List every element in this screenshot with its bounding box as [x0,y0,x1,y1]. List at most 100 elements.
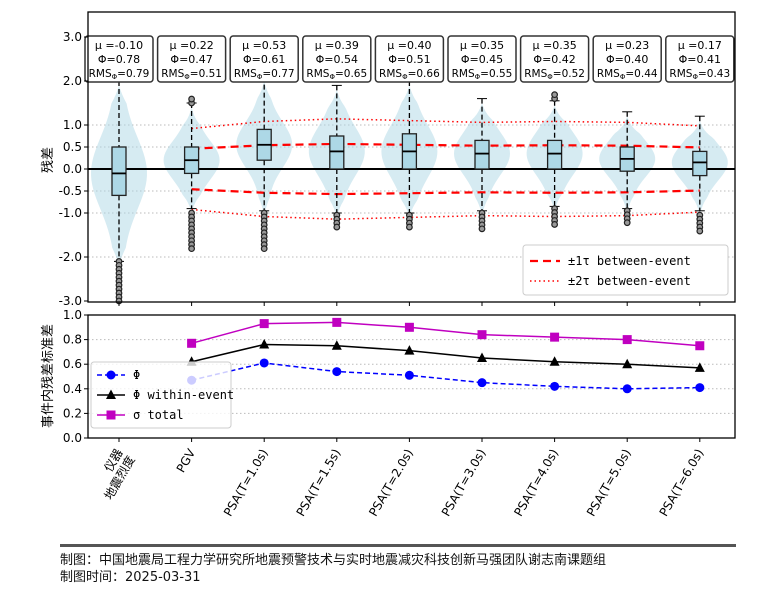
boxplot [474,98,490,233]
data-point [331,340,342,350]
data-point [549,356,560,366]
box [329,135,345,170]
stats-annotation: μ =0.53Φ=0.61 RMSΦ=0.77 [229,35,299,83]
y-tick-label: -0.5 [59,184,82,198]
annotation-box [374,35,445,83]
legend-label: Φ [133,368,140,382]
y-tick-label: 1.0 [63,308,82,322]
data-point [477,330,487,340]
y-tick-label: 0.0 [63,431,82,445]
annotation-phi: Φ=0.51 [388,53,430,66]
chart: μ =-0.10Φ=0.78 RMSΦ=0.79 μ =0.22Φ=0.47 RMSΦ… [40,11,736,519]
annotation-box [229,35,299,83]
x-tick-label: PSA(T=6.0s) [657,447,707,519]
footer-credit: 制图：中国地震局工程力学研究所地震预警技术与实时地震减灾科技创新马强团队谢志南课… [60,553,607,568]
annotation-rms: RMSΦ=0.66 [379,68,440,81]
legend-label: ±2τ between-event [568,274,691,288]
y-tick-label: 0.8 [63,333,82,347]
y-tick-label: 1.0 [63,118,82,132]
y-tick-label: 0.0 [63,162,82,176]
outlier [623,219,631,227]
annotation-phi: Φ=0.41 [679,53,721,66]
y-tick-label: 0.4 [63,382,82,396]
y-tick-label: 0.6 [63,357,82,371]
x-tick-label: PSA(T=5.0s) [584,447,634,519]
data-point [332,317,342,327]
annotation-box [156,35,227,83]
series-line [191,343,700,369]
stats-annotation: μ =0.22Φ=0.47 RMSΦ=0.51 [156,35,227,83]
tau-minus-2-line [191,208,700,220]
annotation-box [665,35,735,83]
series-line [191,362,700,390]
data-point [259,339,270,349]
x-tick-label: 仪器地震烈度 [89,447,137,503]
y-tick-label: -1.0 [59,206,82,220]
y-tick-label: 0.2 [63,406,82,420]
legend-frame [522,244,729,296]
y-axis-label: 事件内残差标准差 [40,324,56,428]
annotation-rms: RMSΦ=0.51 [161,68,222,81]
box [692,150,708,177]
boxplot [546,91,563,228]
boxplot [619,111,635,227]
stats-annotation: μ =-0.10Φ=0.78 RMSΦ=0.79 [84,35,154,83]
annotation-box [519,35,590,83]
annotation-phi: Φ=0.45 [461,53,503,66]
box [111,146,127,197]
x-tick-label: PSA(T=2.0s) [366,447,416,519]
boxplot [183,95,200,253]
y-tick-label: 0.5 [63,140,82,154]
data-point [622,358,633,369]
annotation-phi: Φ=0.78 [98,53,140,66]
outlier [188,95,196,103]
annotation-mu: μ =0.22 [169,39,213,52]
y-tick-label: -2.0 [59,250,82,264]
data-point [694,362,705,372]
annotation-rms: RMSΦ=0.55 [452,68,513,81]
series-line [191,321,700,347]
outlier [551,221,558,228]
annotation-box [84,35,154,83]
tau-minus-1-line [191,188,700,196]
outlier [188,245,196,253]
data-point [622,335,632,345]
stats-annotation: μ =0.35Φ=0.45 RMSΦ=0.55 [447,35,517,83]
annotation-phi: Φ=0.47 [170,53,212,66]
annotation-mu: μ =0.17 [678,39,722,52]
box [474,139,490,170]
data-point [477,378,487,388]
data-point [332,367,342,377]
annotation-phi: Φ=0.61 [243,53,285,66]
tau-plus-2-line [191,118,700,130]
annotation-mu: μ =0.35 [532,39,576,52]
legend-label: Φ within-event [133,388,234,402]
bottom-axes-frame [87,314,736,439]
legend-marker [106,370,116,380]
annotation-mu: μ =0.40 [387,39,431,52]
box [546,139,563,170]
legend-bottom: Φ Φ within-event σ total [90,361,234,429]
annotation-phi: Φ=0.54 [316,53,358,66]
legend-marker [106,410,116,420]
outlier [333,223,341,231]
footer-divider [60,544,736,547]
x-tick-label: PSA(T=4.0s) [511,447,561,519]
data-point [622,384,632,394]
outlier [696,227,704,235]
y-tick-label: 3.0 [63,30,82,44]
stats-annotation: μ =0.39Φ=0.54 RMSΦ=0.65 [302,35,372,83]
y-tick-label: 2.0 [63,74,82,88]
outlier [260,245,268,253]
annotation-mu: μ =-0.10 [95,39,143,52]
annotation-rms: RMSΦ=0.44 [597,68,658,81]
legend-label: σ total [133,408,184,422]
data-point [404,370,414,380]
data-point [477,352,487,363]
annotation-rms: RMSΦ=0.79 [89,68,150,81]
legend-top: ±1τ between-event ±2τ between-event [522,244,729,296]
annotation-mu: μ =0.53 [242,39,286,52]
footer-date: 制图时间：2025-03-31 [60,570,201,585]
annotation-box [447,35,517,83]
legend-marker [106,389,116,399]
